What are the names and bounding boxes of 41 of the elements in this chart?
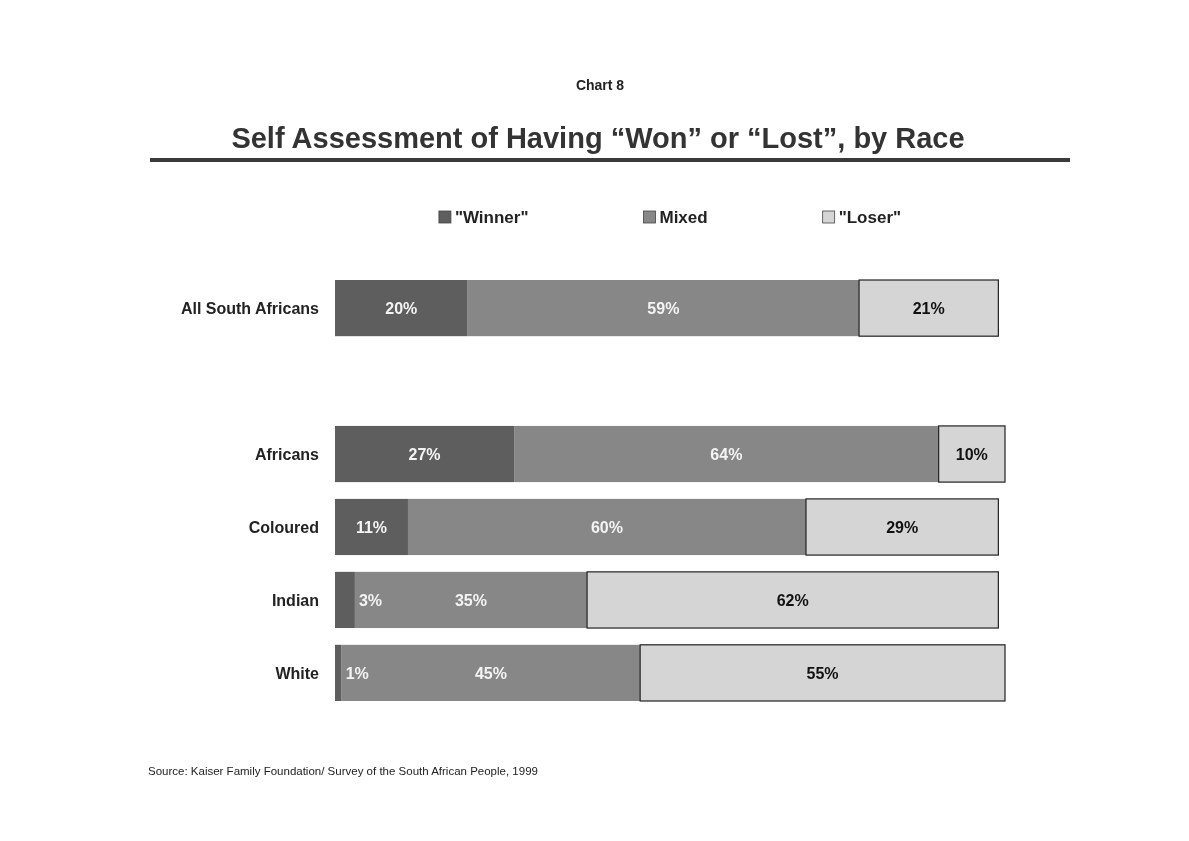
bar (639, 644, 1006, 702)
data-label: 64% (710, 446, 743, 464)
data-label: 21% (912, 300, 945, 318)
source-note: Source: Kaiser Family Foundation/ Survey of the South African People, 1999 (148, 765, 538, 777)
y-tick-label: All South Africans (180, 300, 320, 318)
bar (514, 425, 939, 483)
bar (805, 498, 999, 556)
data-label: 10% (955, 446, 988, 464)
data-label: 27% (408, 446, 441, 464)
data-label: 20% (385, 300, 418, 318)
data-label: 11% (355, 518, 388, 536)
bar (341, 644, 641, 701)
data-label: 29% (886, 518, 919, 536)
bar (335, 280, 468, 337)
bar (335, 498, 408, 556)
bar (407, 498, 806, 556)
y-tick-label: Indian (271, 591, 319, 609)
data-label: 59% (647, 300, 680, 318)
bar (586, 571, 999, 629)
chart-subtitle: Chart 8 (575, 77, 625, 93)
bar (335, 571, 355, 629)
data-label: 62% (776, 591, 809, 609)
chart-title: Self Assessment of Having “Won” or “Lost”, by Race (231, 122, 965, 154)
legend-label: Mixed (659, 208, 708, 227)
data-label: 45% (474, 664, 507, 682)
bar (467, 280, 860, 337)
data-label: 1% (345, 664, 369, 682)
data-label: 55% (806, 664, 839, 682)
bar (858, 279, 999, 337)
bar (938, 425, 1006, 483)
y-tick-label: Africans (254, 446, 320, 464)
legend-label: "Winner" (454, 208, 529, 227)
bar (335, 644, 342, 701)
y-tick-label: Coloured (248, 518, 319, 536)
legend-label: "Loser" (838, 208, 902, 227)
data-label: 3% (358, 591, 383, 609)
bar (335, 425, 515, 483)
bar (354, 571, 588, 629)
data-label: 35% (454, 591, 488, 609)
y-tick-label: White (275, 664, 320, 682)
data-label: 60% (590, 518, 623, 536)
